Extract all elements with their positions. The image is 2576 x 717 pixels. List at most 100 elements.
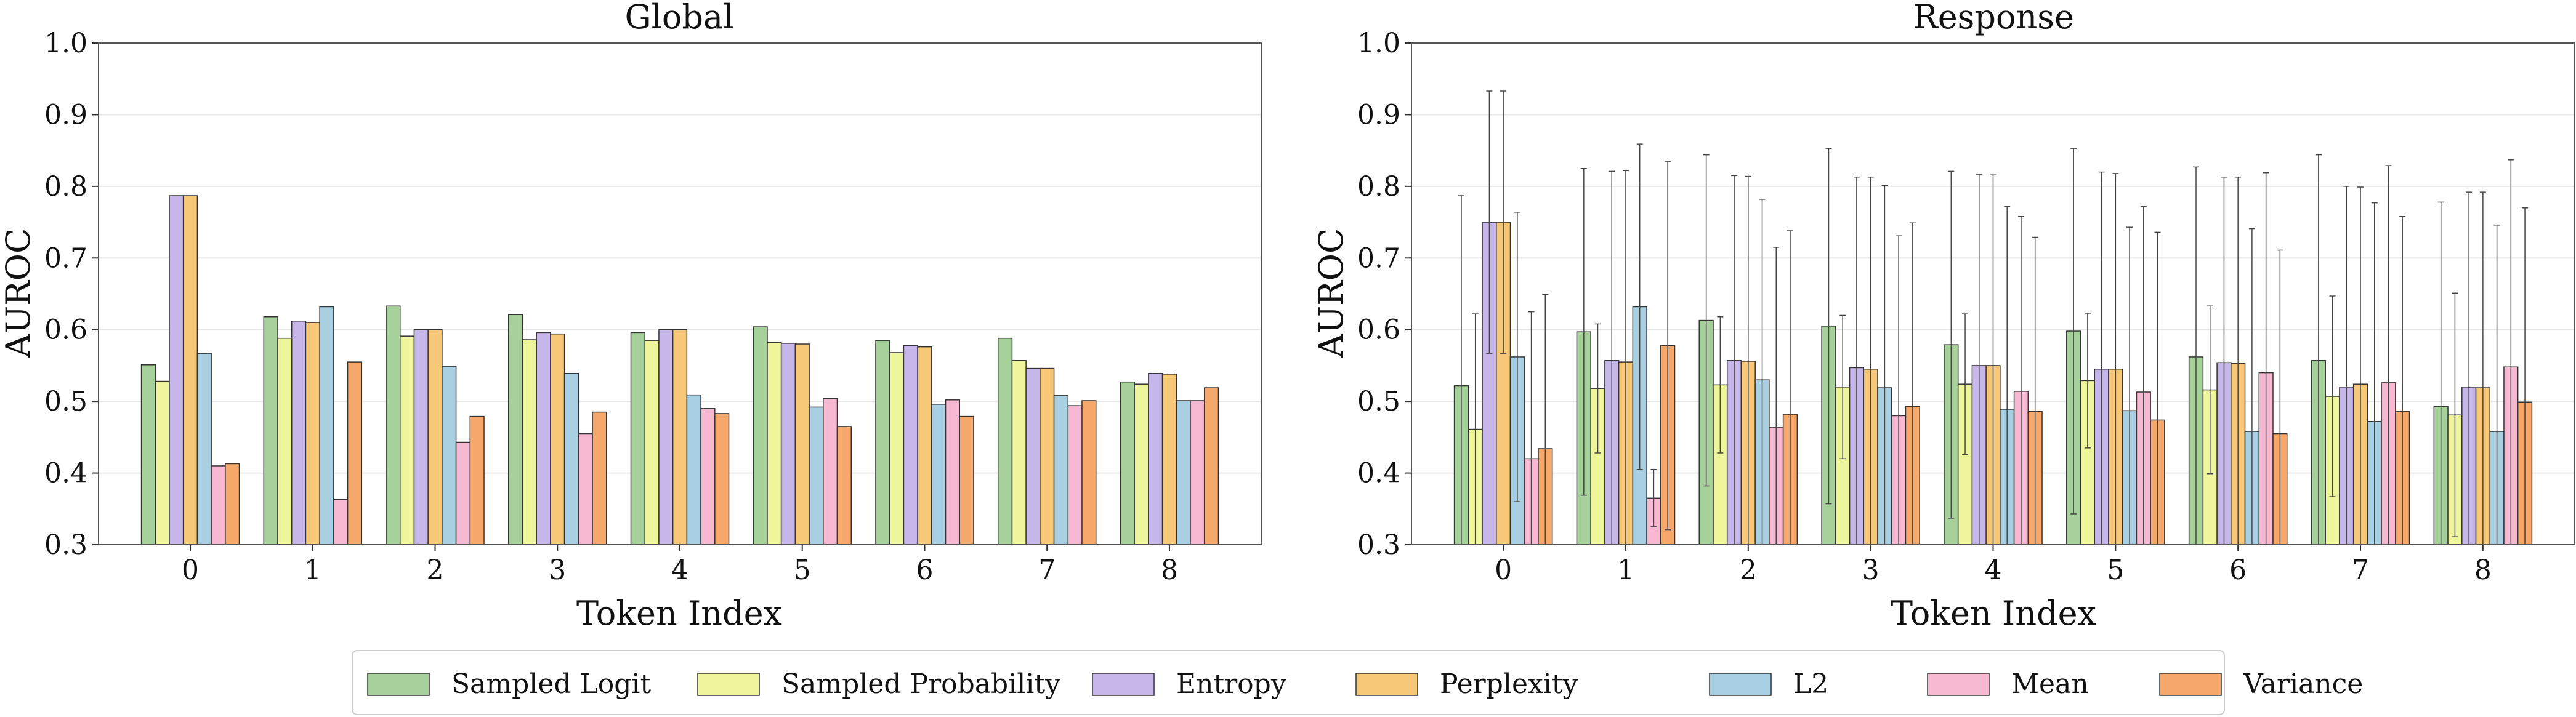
- global-bar-sampled-probability-1: [277, 337, 293, 545]
- response-errorbar-mean-8: [2508, 159, 2514, 545]
- response-errorbar-perplexity-8: [2479, 191, 2486, 545]
- global-xtick-label: 6: [916, 555, 933, 586]
- response-errorbar-entropy-5: [2098, 171, 2105, 545]
- global-bar-sampled-probability-5: [767, 342, 782, 545]
- global-xtick-label: 2: [427, 555, 444, 586]
- response-errorbar-sampled-probability-6: [2207, 305, 2213, 475]
- legend-swatch: [1355, 673, 1418, 696]
- response-errorbar-perplexity-7: [2357, 186, 2364, 545]
- legend-item-l2: L2: [1709, 668, 1828, 700]
- response-xtick-label: 6: [2229, 555, 2247, 586]
- legend-swatch: [1709, 673, 1772, 696]
- legend-swatch: [697, 673, 760, 696]
- response-errorbar-sampled-logit-1: [1580, 168, 1587, 496]
- response-errorbar-sampled-logit-5: [2070, 148, 2077, 515]
- response-errorbar-variance-1: [1665, 161, 1671, 531]
- response-errorbar-l2-4: [2004, 206, 2011, 545]
- response-xtick-label: 4: [1985, 555, 2002, 586]
- global-bar-sampled-logit-6: [875, 340, 890, 545]
- global-bar-perplexity-1: [305, 322, 320, 545]
- global-panel-title: Global: [625, 0, 734, 36]
- global-bar-entropy-3: [536, 332, 551, 545]
- response-ytick-label: 0.6: [1357, 314, 1400, 346]
- global-bar-sampled-probability-8: [1134, 383, 1149, 545]
- response-errorbar-mean-2: [1773, 247, 1780, 545]
- global-bar-perplexity-5: [794, 343, 810, 545]
- response-ytick-label: 0.3: [1357, 529, 1400, 561]
- response-errorbar-sampled-probability-7: [2329, 295, 2336, 497]
- response-xtick-label: 5: [2107, 555, 2124, 586]
- response-ytick-label: 1.0: [1357, 28, 1400, 59]
- global-xtick-label: 5: [794, 555, 811, 586]
- global-bar-sampled-probability-4: [644, 340, 660, 545]
- legend-label: L2: [1793, 668, 1828, 700]
- response-errorbar-sampled-logit-6: [2193, 166, 2200, 545]
- response-errorbar-sampled-logit-0: [1458, 195, 1464, 545]
- response-errorbar-mean-5: [2140, 206, 2147, 545]
- global-bar-mean-1: [333, 499, 349, 545]
- response-errorbar-entropy-6: [2221, 176, 2227, 545]
- global-ytick-label: 0.9: [44, 99, 87, 130]
- response-errorbar-variance-7: [2399, 216, 2406, 545]
- global-bar-l2-3: [563, 372, 579, 545]
- global-bar-variance-3: [592, 411, 607, 545]
- response-xtick-label: 1: [1617, 555, 1634, 586]
- global-bar-sampled-logit-8: [1120, 381, 1135, 545]
- response-errorbar-perplexity-6: [2235, 176, 2242, 545]
- response-errorbar-l2-1: [1636, 143, 1643, 470]
- legend-item-perplexity: Perplexity: [1355, 668, 1578, 700]
- response-errorbar-perplexity-0: [1500, 90, 1507, 354]
- global-bar-variance-8: [1203, 387, 1219, 545]
- response-errorbar-sampled-logit-4: [1948, 170, 1955, 519]
- response-errorbar-perplexity-5: [2112, 173, 2119, 545]
- global-bar-entropy-0: [169, 195, 184, 545]
- global-bar-l2-4: [686, 394, 701, 545]
- response-errorbar-sampled-logit-3: [1825, 148, 1832, 505]
- global-bar-entropy-2: [413, 329, 429, 545]
- global-panel: Global Token Index AUROC 0.3 0.4 0.5 0.6 0.7…: [0, 0, 1262, 633]
- response-panel-title: Response: [1913, 0, 2074, 36]
- global-bar-mean-5: [823, 398, 838, 545]
- response-errorbar-entropy-0: [1486, 90, 1493, 354]
- global-bar-variance-7: [1081, 400, 1097, 545]
- global-bar-mean-7: [1067, 405, 1083, 545]
- legend-label: Sampled Probability: [781, 668, 1060, 700]
- global-bar-sampled-probability-3: [522, 339, 537, 545]
- global-bar-variance-2: [469, 415, 485, 545]
- global-xtick-label: 8: [1161, 555, 1178, 586]
- response-errorbar-l2-7: [2371, 202, 2378, 545]
- response-errorbar-perplexity-2: [1745, 175, 1751, 545]
- legend-item-variance: Variance: [2159, 668, 2363, 700]
- response-errorbar-entropy-8: [2466, 191, 2473, 545]
- response-errorbar-mean-3: [1896, 235, 1902, 545]
- legend-item-sampled-logit: Sampled Logit: [367, 668, 651, 700]
- response-errorbar-entropy-3: [1853, 176, 1860, 545]
- response-errorbar-sampled-probability-8: [2452, 292, 2458, 537]
- legend-frame: [352, 650, 2225, 715]
- response-errorbar-variance-4: [2032, 236, 2038, 545]
- global-ytick-label: 0.3: [44, 529, 87, 561]
- response-axes-frame: [1411, 42, 2575, 545]
- response-errorbar-entropy-1: [1609, 170, 1615, 545]
- response-errorbar-sampled-probability-2: [1717, 316, 1724, 454]
- response-xtick-label: 3: [1862, 555, 1880, 586]
- global-bar-sampled-logit-2: [386, 305, 401, 545]
- global-bar-mean-8: [1190, 400, 1205, 545]
- global-bar-variance-0: [225, 463, 240, 545]
- global-bar-mean-2: [455, 441, 471, 545]
- global-ytick-label: 1.0: [44, 28, 87, 59]
- global-panel-xlabel: Token Index: [576, 594, 782, 633]
- global-bar-perplexity-3: [550, 333, 565, 545]
- global-ytick-label: 0.5: [44, 386, 87, 417]
- global-bar-entropy-5: [780, 343, 796, 545]
- global-bar-perplexity-4: [672, 329, 688, 545]
- response-panel-xlabel: Token Index: [1891, 594, 2096, 633]
- response-errorbar-sampled-probability-4: [1962, 313, 1969, 455]
- response-errorbar-mean-6: [2263, 172, 2269, 545]
- global-bar-mean-3: [578, 433, 593, 545]
- response-ytick-label: 0.4: [1357, 458, 1400, 489]
- global-xtick-label: 1: [304, 555, 321, 586]
- response-errorbar-l2-2: [1759, 199, 1766, 545]
- global-bar-mean-4: [700, 408, 716, 545]
